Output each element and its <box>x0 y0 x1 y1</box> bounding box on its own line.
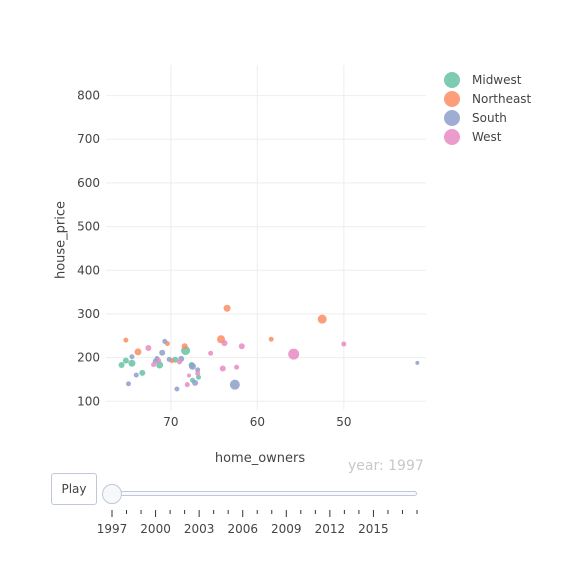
legend-swatch-northeast <box>444 90 460 107</box>
legend[interactable]: Midwest Northeast South West <box>444 70 531 146</box>
point-midwest-1[interactable] <box>122 357 129 364</box>
point-south-10[interactable] <box>188 362 196 370</box>
point-south-8[interactable] <box>174 386 180 392</box>
point-northeast-0[interactable] <box>123 337 129 343</box>
legend-swatch-midwest <box>444 71 460 88</box>
legend-label-northeast: Northeast <box>472 91 532 106</box>
point-west-8[interactable] <box>238 343 245 350</box>
point-west-4[interactable] <box>184 382 190 388</box>
point-west-2[interactable] <box>156 358 162 364</box>
legend-item-midwest[interactable]: Midwest <box>444 70 531 89</box>
point-west-0[interactable] <box>145 344 152 351</box>
y-tick-label-700: 700 <box>77 132 100 146</box>
point-west-6[interactable] <box>219 365 226 372</box>
slider-tick-label-2009: 2009 <box>271 522 302 536</box>
year-slider-handle[interactable] <box>102 484 122 504</box>
slider-ticks: 1997 2000 2003 2006 2009 2012 2015 <box>97 510 418 536</box>
point-south-1[interactable] <box>129 354 135 360</box>
point-northeast-6[interactable] <box>268 336 274 342</box>
point-west-13[interactable] <box>187 373 192 378</box>
play-button[interactable]: Play <box>51 473 97 505</box>
point-northeast-7[interactable] <box>317 314 327 324</box>
slider-tick-label-2015: 2015 <box>358 522 389 536</box>
point-midwest-0[interactable] <box>118 362 125 369</box>
y-tick-label-800: 800 <box>77 89 100 103</box>
point-south-12[interactable] <box>195 367 201 373</box>
point-northeast-3[interactable] <box>181 343 188 350</box>
plot-area[interactable] <box>118 304 420 392</box>
legend-swatch-west <box>444 128 460 145</box>
point-south-14[interactable] <box>415 360 420 365</box>
point-south-13[interactable] <box>229 379 240 390</box>
point-west-3[interactable] <box>177 359 183 365</box>
point-west-11[interactable] <box>288 348 300 360</box>
x-tick-label-70: 70 <box>163 415 178 429</box>
point-midwest-2[interactable] <box>128 359 136 367</box>
point-west-7[interactable] <box>234 364 240 370</box>
point-west-5[interactable] <box>195 370 201 376</box>
legend-label-midwest: Midwest <box>472 72 522 87</box>
point-south-7[interactable] <box>162 338 168 344</box>
y-tick-label-100: 100 <box>77 394 100 408</box>
legend-label-south: South <box>472 110 507 125</box>
x-tick-label-60: 60 <box>250 415 265 429</box>
point-west-9[interactable] <box>208 350 214 356</box>
point-northeast-5[interactable] <box>223 304 231 312</box>
slider-tick-label-2000: 2000 <box>140 522 171 536</box>
y-tick-label-500: 500 <box>77 220 100 234</box>
legend-swatch-south <box>444 109 460 126</box>
point-west-10[interactable] <box>221 340 228 347</box>
current-year-label: year: 1997 <box>348 458 424 474</box>
slider-tick-label-2003: 2003 <box>184 522 215 536</box>
legend-label-west: West <box>472 129 502 144</box>
slider-tick-label-2006: 2006 <box>227 522 258 536</box>
legend-item-south[interactable]: South <box>444 108 531 127</box>
point-south-0[interactable] <box>133 372 139 378</box>
point-south-2[interactable] <box>125 381 131 387</box>
y-tick-label-400: 400 <box>77 263 100 277</box>
year-slider-rail[interactable] <box>112 491 417 496</box>
slider-tick-label-2012: 2012 <box>315 522 346 536</box>
y-axis-title: house_price <box>53 200 69 280</box>
legend-item-west[interactable]: West <box>444 127 531 146</box>
y-tick-label-300: 300 <box>77 307 100 321</box>
legend-item-northeast[interactable]: Northeast <box>444 89 531 108</box>
point-west-12[interactable] <box>341 341 347 347</box>
point-midwest-3[interactable] <box>139 369 146 376</box>
x-tick-label-50: 50 <box>336 415 351 429</box>
x-axis-title: home_owners <box>214 451 306 466</box>
axes: 100 200 300 400 500 600 700 800 70 60 50 <box>77 89 351 429</box>
y-tick-label-200: 200 <box>77 351 100 365</box>
point-northeast-1[interactable] <box>134 348 142 356</box>
point-south-6[interactable] <box>166 356 172 362</box>
y-tick-label-600: 600 <box>77 176 100 190</box>
point-south-11[interactable] <box>192 379 199 386</box>
slider-tick-label-1997: 1997 <box>97 522 128 536</box>
point-midwest-4[interactable] <box>156 361 164 369</box>
point-west-1[interactable] <box>151 362 157 368</box>
point-south-5[interactable] <box>159 349 166 356</box>
grid-lines <box>106 65 426 410</box>
point-midwest-8[interactable] <box>196 374 202 380</box>
